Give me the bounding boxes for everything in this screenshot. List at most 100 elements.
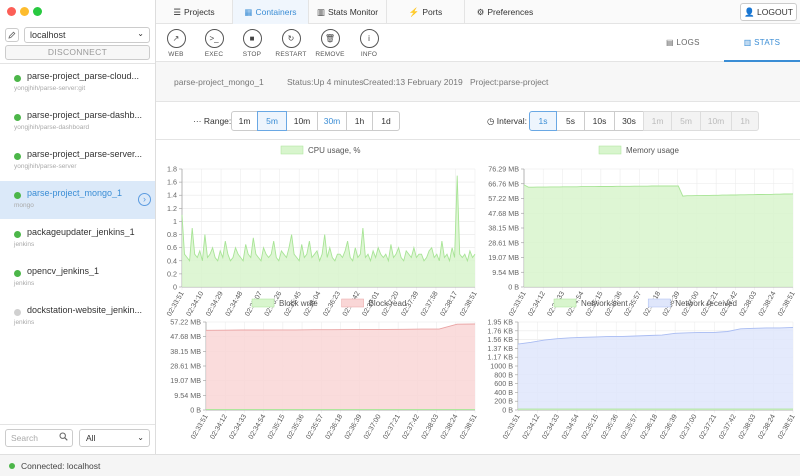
legend-label: CPU usage, % [308, 146, 360, 155]
tab-preferences[interactable]: ⚙ Preferences [465, 0, 545, 24]
search-icon [59, 432, 68, 441]
x-tick-label: 02:34:29 [205, 290, 225, 317]
y-tick-label: 38.15 MB [170, 347, 201, 356]
x-tick-label: 02:33:51 [508, 290, 528, 317]
top-nav: ☰ Projects ▦ Containers ▥ Stats Monitor ⚡ Po… [156, 0, 800, 24]
interval-option[interactable]: 1s [529, 111, 557, 131]
interval-option[interactable]: 5s [556, 111, 585, 131]
legend-swatch [647, 298, 671, 308]
x-tick-label: 02:37:42 [401, 413, 421, 440]
range-option[interactable]: 10m [286, 111, 318, 131]
x-tick-label: 02:36:39 [659, 413, 679, 440]
interval-option[interactable]: 10s [584, 111, 615, 131]
y-tick-label: 1.76 KB [487, 326, 513, 335]
info-button[interactable]: i INFO [351, 29, 387, 58]
series-area [206, 324, 475, 410]
x-tick-label: 02:36:18 [640, 413, 660, 440]
window-minimize-button[interactable] [20, 7, 29, 16]
tab-logs[interactable]: ▤ LOGS [666, 24, 700, 62]
y-tick-label: 1.95 KB [487, 318, 513, 327]
container-list-item[interactable]: opencv_jenkins_1 jenkins [0, 259, 155, 297]
x-tick-label: 02:35:15 [267, 413, 287, 440]
web-label: WEB [168, 51, 184, 58]
interval-option[interactable]: 30s [614, 111, 644, 131]
edit-host-button[interactable] [5, 28, 19, 42]
container-list-item[interactable]: parse-project_parse-cloud... yongjhih/par… [0, 64, 155, 102]
x-tick-label: 02:34:33 [541, 413, 561, 440]
web-button[interactable]: ↗ WEB [158, 29, 194, 58]
tab-ports[interactable]: ⚡ Ports [387, 0, 465, 24]
external-link-icon: ↗ [166, 29, 186, 48]
window-maximize-button[interactable] [33, 7, 42, 16]
y-tick-label: 0.6 [167, 243, 177, 252]
x-tick-label: 02:38:24 [757, 413, 777, 440]
tab-stats-monitor[interactable]: ▥ Stats Monitor [309, 0, 387, 24]
y-tick-label: 400 B [494, 388, 513, 397]
bar-chart-icon: ▥ [316, 7, 325, 17]
x-tick-label: 02:35:57 [620, 413, 640, 440]
tab-label: Stats Monitor [327, 7, 379, 17]
host-select[interactable]: localhost ⌄ [24, 27, 150, 43]
exec-button[interactable]: >_ EXEC [196, 29, 232, 58]
x-tick-label: 02:34:12 [527, 290, 547, 317]
status-bar: Connected: localhost [0, 454, 800, 476]
x-tick-label: 02:34:12 [522, 413, 542, 440]
logout-button[interactable]: 👤 LOGOUT [740, 3, 797, 21]
tab-stats[interactable]: ▥ STATS [724, 24, 800, 62]
y-tick-label: 19.07 MB [488, 253, 519, 262]
logs-icon: ▤ [666, 38, 674, 47]
legend-swatch [280, 145, 304, 155]
range-option[interactable]: 1h [346, 111, 373, 131]
y-tick-label: 800 B [494, 370, 513, 379]
tab-projects[interactable]: ☰ Projects [156, 0, 233, 24]
tab-label: Projects [183, 7, 215, 17]
window-close-button[interactable] [7, 7, 16, 16]
container-item-image: mongo [14, 202, 34, 209]
range-option[interactable]: 1m [231, 111, 258, 131]
legend-label: Network received [675, 299, 737, 308]
clock-icon: ◷ [487, 116, 495, 126]
terminal-icon: >_ [204, 29, 224, 48]
search-input[interactable]: Search [5, 429, 73, 447]
disconnect-button[interactable]: DISCONNECT [5, 45, 150, 60]
tab-containers[interactable]: ▦ Containers [233, 0, 309, 24]
container-list-item[interactable]: parse-project_parse-dashb... yongjhih/par… [0, 103, 155, 141]
stop-button[interactable]: ■ STOP [234, 29, 270, 58]
x-tick-label: 02:37:21 [698, 413, 718, 440]
container-status-dot [14, 114, 21, 121]
x-tick-label: 02:35:36 [600, 413, 620, 440]
container-list-item[interactable]: parse-project_mongo_1 mongo › [0, 181, 155, 219]
y-tick-label: 19.07 MB [170, 376, 201, 385]
y-tick-label: 1.6 [167, 178, 177, 187]
container-status-dot [14, 270, 21, 277]
container-status-dot [14, 192, 21, 199]
container-created: Created:13 February 2019 [363, 77, 463, 87]
interval-label-text: Interval: [496, 116, 528, 126]
y-tick-label: 0 B [190, 406, 201, 415]
tab-label: Preferences [487, 7, 534, 17]
container-list-item[interactable]: parse-project_parse-server... yongjhih/pa… [0, 142, 155, 180]
y-tick-label: 200 B [494, 397, 513, 406]
remove-button[interactable]: 🗑 REMOVE [312, 29, 348, 58]
container-item-name: dockstation-website_jenkin... [27, 305, 143, 315]
x-tick-label: 02:38:03 [738, 413, 758, 440]
y-tick-label: 1.56 KB [487, 335, 513, 344]
container-status-dot [14, 153, 21, 160]
y-tick-label: 9.54 MB [492, 268, 519, 277]
restart-button[interactable]: ↻ RESTART [273, 29, 309, 58]
container-list-item[interactable]: packageupdater_jenkins_1 jenkins [0, 220, 155, 258]
container-item-name: parse-project_parse-server... [27, 149, 143, 159]
x-tick-label: 02:34:10 [186, 290, 206, 317]
container-item-image: yongjhih/parse-dashboard [14, 124, 90, 131]
y-tick-label: 66.76 MB [488, 179, 519, 188]
range-option[interactable]: 30m [317, 111, 347, 131]
y-tick-label: 0 [173, 283, 177, 292]
series-line [181, 175, 476, 263]
range-option[interactable]: 1d [372, 111, 400, 131]
x-tick-label: 02:34:33 [228, 413, 248, 440]
range-option[interactable]: 5m [257, 111, 287, 131]
container-list-item[interactable]: dockstation-website_jenkin... jenkins [0, 298, 155, 336]
filter-select[interactable]: All ⌄ [79, 429, 150, 447]
chevron-right-icon[interactable]: › [138, 193, 151, 206]
